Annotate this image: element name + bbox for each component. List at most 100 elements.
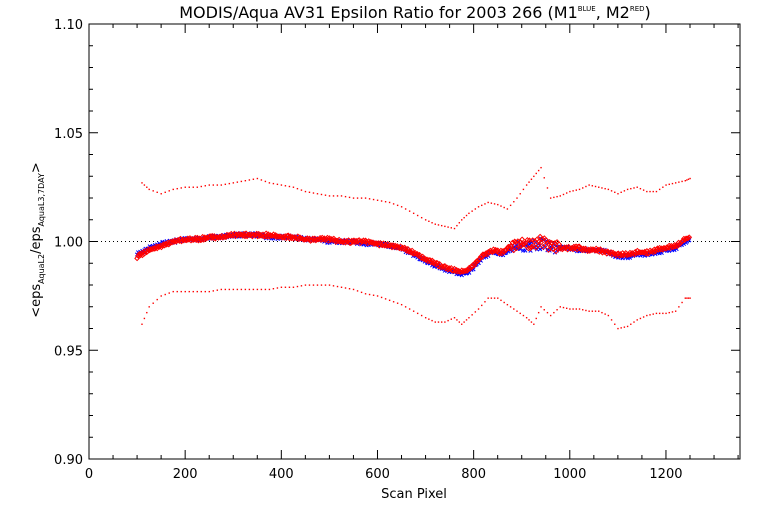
data-point — [333, 239, 339, 245]
data-point — [604, 313, 606, 315]
data-point — [444, 321, 446, 323]
data-point — [212, 184, 215, 186]
title-m1-superscript: BLUE — [578, 5, 596, 13]
data-point — [312, 192, 315, 194]
data-point — [164, 191, 166, 193]
data-point — [152, 190, 154, 192]
data-point — [360, 197, 363, 199]
data-point — [288, 185, 291, 188]
data-point — [519, 236, 526, 243]
data-point — [563, 244, 570, 251]
data-point — [332, 285, 335, 287]
data-point — [671, 311, 674, 313]
data-point — [220, 184, 223, 186]
data-point — [160, 193, 162, 195]
data-point — [317, 234, 323, 241]
data-point — [433, 259, 440, 266]
data-point — [559, 195, 561, 197]
data-point — [549, 197, 552, 199]
x-tick-label: 1200 — [649, 467, 682, 482]
data-point — [575, 308, 578, 310]
data-point — [503, 301, 505, 304]
data-point — [184, 290, 186, 293]
data-point — [264, 180, 267, 183]
data-point — [508, 243, 515, 250]
data-point — [300, 189, 303, 191]
data-point — [461, 323, 463, 325]
data-point — [630, 187, 632, 190]
data-point — [575, 189, 578, 191]
data-point — [598, 186, 600, 188]
data-point — [437, 224, 440, 226]
data-point — [224, 288, 227, 291]
x-axis-title: Scan Pixel — [381, 487, 447, 502]
data-point — [360, 291, 363, 294]
data-point — [168, 190, 170, 192]
data-point — [689, 297, 691, 299]
data-point — [208, 184, 210, 186]
data-point — [465, 319, 468, 321]
data-point — [340, 195, 343, 197]
data-point — [447, 226, 449, 228]
data-point — [463, 216, 465, 219]
data-point — [598, 248, 605, 254]
data-point — [393, 244, 400, 251]
data-point — [546, 187, 549, 189]
data-point — [585, 309, 587, 312]
data-point — [530, 321, 533, 323]
data-point — [232, 182, 235, 184]
data-point — [324, 284, 327, 286]
data-point — [232, 233, 239, 240]
data-point — [506, 208, 509, 210]
data-point — [681, 180, 683, 183]
data-point — [434, 321, 436, 323]
data-point — [528, 243, 535, 250]
data-point — [216, 184, 219, 186]
data-point — [408, 210, 411, 212]
data-point — [160, 295, 162, 297]
data-point — [232, 288, 235, 291]
data-point — [594, 310, 597, 312]
x-tick-label: 800 — [461, 467, 486, 482]
data-point — [686, 234, 693, 241]
data-point — [200, 185, 202, 188]
data-point — [336, 195, 339, 197]
data-point — [519, 193, 521, 195]
data-point — [533, 323, 535, 325]
data-point — [610, 319, 613, 321]
data-point — [493, 297, 496, 299]
data-point — [396, 204, 399, 207]
data-point — [400, 303, 403, 306]
data-point — [572, 308, 574, 310]
data-point — [296, 285, 299, 288]
data-point — [220, 288, 223, 291]
data-point — [598, 310, 600, 312]
data-point — [543, 177, 545, 179]
data-point — [580, 245, 587, 252]
data-point — [538, 239, 545, 246]
data-point — [565, 307, 568, 309]
data-point — [662, 186, 664, 188]
data-point — [527, 245, 534, 252]
data-point — [546, 311, 549, 314]
data-point — [216, 289, 219, 291]
data-point — [461, 219, 463, 221]
data-point — [308, 191, 311, 193]
data-point — [544, 239, 551, 246]
x-tick-label: 600 — [365, 467, 390, 482]
data-point — [465, 214, 468, 217]
data-point — [363, 238, 370, 245]
data-point — [300, 285, 303, 287]
data-point — [212, 290, 215, 292]
data-point — [450, 227, 453, 229]
data-point — [658, 312, 661, 315]
data-point — [607, 314, 610, 317]
data-point — [565, 192, 568, 194]
data-point — [143, 184, 146, 186]
data-point — [497, 203, 499, 206]
y-tick-label: 1.05 — [54, 127, 83, 142]
data-point — [272, 288, 275, 290]
data-point — [588, 184, 590, 186]
data-point — [686, 179, 688, 181]
